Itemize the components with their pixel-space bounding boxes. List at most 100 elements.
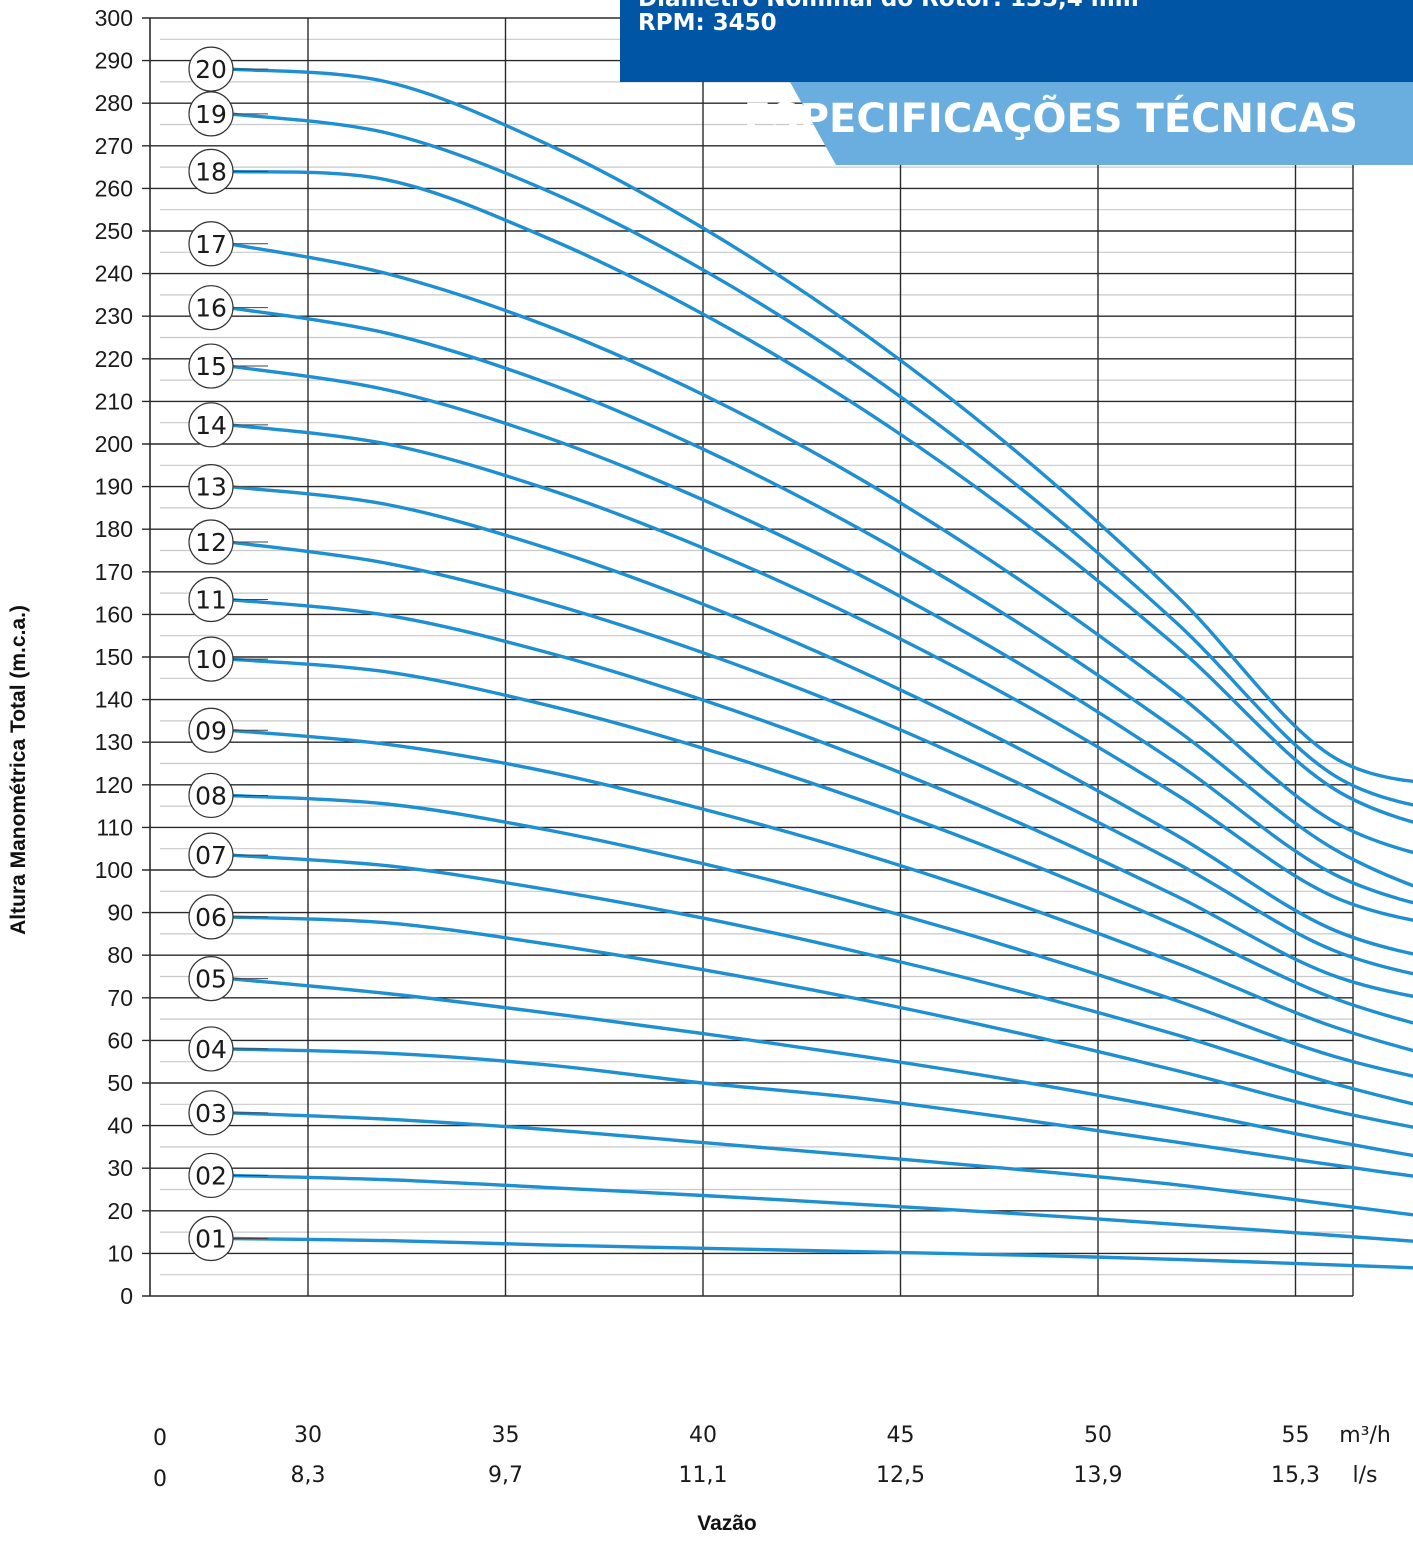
stage-circle <box>188 894 234 940</box>
stage-label: 20 <box>195 55 227 84</box>
stage-label: 16 <box>195 294 227 323</box>
pump-curve-12 <box>227 540 1413 976</box>
stage-circle <box>188 519 234 565</box>
y-tick-label: 60 <box>107 1027 133 1053</box>
y-tick-label: 220 <box>95 346 133 372</box>
stage-circle <box>188 221 234 267</box>
y-tick-label: 260 <box>95 175 133 201</box>
stage-label: 14 <box>195 411 227 440</box>
stage-label: 04 <box>195 1035 227 1064</box>
y-tick-label: 70 <box>107 985 133 1011</box>
pump-curve-05 <box>227 976 1413 1158</box>
x-tick-label-m3h: 50 <box>1084 1423 1112 1448</box>
y-tick-label: 40 <box>107 1113 133 1139</box>
pump-curve-19 <box>227 112 1413 807</box>
x-tick-label-ls: 11,1 <box>679 1463 728 1488</box>
x-tick-label-ls: 9,7 <box>488 1463 523 1488</box>
pump-curve-07 <box>227 853 1413 1106</box>
y-tick-label: 300 <box>95 5 133 31</box>
stage-circle <box>188 1026 234 1072</box>
pump-curve-20 <box>227 67 1413 784</box>
x-origin-label-ls: 0 <box>153 1467 167 1492</box>
y-tick-label: 290 <box>95 48 133 74</box>
pump-curve-02 <box>227 1173 1413 1243</box>
stage-circle <box>188 636 234 682</box>
y-tick-label: 10 <box>107 1240 133 1266</box>
pump-curve-08 <box>227 793 1413 1078</box>
x-tick-label-ls: 12,5 <box>876 1463 925 1488</box>
y-tick-label: 270 <box>95 133 133 159</box>
y-tick-label: 50 <box>107 1070 133 1096</box>
y-tick-label: 170 <box>95 559 133 585</box>
stage-circle <box>188 832 234 878</box>
y-tick-label: 100 <box>95 857 133 883</box>
stage-circle <box>188 1215 234 1262</box>
stage-circle <box>188 1090 234 1136</box>
x-unit-m3h: m³/h <box>1339 1423 1391 1448</box>
x-unit-ls: l/s <box>1353 1463 1378 1488</box>
y-tick-label: 140 <box>95 687 133 713</box>
impeller-diameter-text: Diâmetro Nominal do Rotor: 135,4 mm <box>638 0 1139 12</box>
y-tick-label: 120 <box>95 772 133 798</box>
pump-curve-13 <box>227 484 1413 956</box>
major-gridlines <box>142 17 1353 1297</box>
stage-label: 11 <box>195 585 227 614</box>
pump-curve-16 <box>227 306 1413 888</box>
x-tick-label-ls: 8,3 <box>291 1463 326 1488</box>
stage-label: 05 <box>195 965 227 994</box>
stage-label: 17 <box>195 230 227 259</box>
y-tick-label: 110 <box>96 814 133 840</box>
pump-curve-14 <box>227 423 1413 922</box>
stage-label: 10 <box>195 645 227 674</box>
stage-label: 15 <box>195 352 227 381</box>
pump-curve-18 <box>227 169 1413 824</box>
x-axis-title: Vazão <box>697 1512 757 1535</box>
stage-circle <box>188 148 234 194</box>
y-tick-label: 210 <box>95 388 133 414</box>
stage-label: 07 <box>195 841 227 870</box>
stage-label: 03 <box>195 1099 227 1128</box>
stage-circle <box>188 464 234 510</box>
stage-label: 18 <box>195 157 227 186</box>
x-tick-label-ls: 13,9 <box>1074 1463 1123 1488</box>
y-tick-label: 160 <box>95 601 133 627</box>
pump-curve-11 <box>227 597 1413 999</box>
stage-label: 12 <box>195 528 227 557</box>
stage-circle <box>188 956 234 1002</box>
spec-info-box: Diâmetro Nominal do Rotor: 135,4 mm RPM:… <box>620 0 1413 82</box>
stage-circle <box>188 1152 234 1199</box>
stage-circle <box>188 576 234 623</box>
y-tick-label: 230 <box>95 303 133 329</box>
y-tick-label: 0 <box>120 1283 133 1309</box>
pump-curve-09 <box>227 728 1413 1053</box>
pump-curve-04 <box>227 1047 1413 1178</box>
y-tick-label: 20 <box>107 1198 133 1224</box>
technical-specs-banner: ESPECIFICAÇÕES TÉCNICAS <box>744 82 1413 165</box>
y-tick-label: 190 <box>95 474 133 500</box>
y-tick-label: 80 <box>107 942 133 968</box>
stage-label: 09 <box>195 716 227 745</box>
y-tick-label: 30 <box>107 1155 133 1181</box>
stage-label: 19 <box>195 100 227 129</box>
y-tick-label: 180 <box>95 516 133 542</box>
x-tick-label-m3h: 40 <box>689 1423 717 1448</box>
pump-curve-17 <box>227 242 1413 855</box>
stage-label: 08 <box>195 781 227 810</box>
stage-circle <box>188 285 234 331</box>
x-tick-label-ls: 15,3 <box>1271 1463 1320 1488</box>
stage-circle <box>188 402 234 448</box>
axes <box>149 18 1354 1296</box>
y-axis-title: Altura Manométrica Total (m.c.a.) <box>7 605 30 935</box>
x-tick-labels: 308,3359,74011,14512,55013,95515,36016,7… <box>153 1423 1391 1492</box>
pump-curve-15 <box>227 364 1413 905</box>
y-tick-label: 130 <box>95 729 133 755</box>
stage-circle <box>188 772 234 819</box>
stage-circle <box>188 343 234 389</box>
y-tick-label: 280 <box>95 90 133 116</box>
x-tick-label-m3h: 30 <box>294 1423 322 1448</box>
x-tick-label-m3h: 35 <box>492 1423 520 1448</box>
stage-label: 02 <box>195 1161 227 1190</box>
x-tick-label-m3h: 55 <box>1282 1423 1310 1448</box>
y-tick-labels: 0 10 20 30 40 50 60 70 80 90 100 110 120 130 140 150 160… <box>95 5 133 1309</box>
